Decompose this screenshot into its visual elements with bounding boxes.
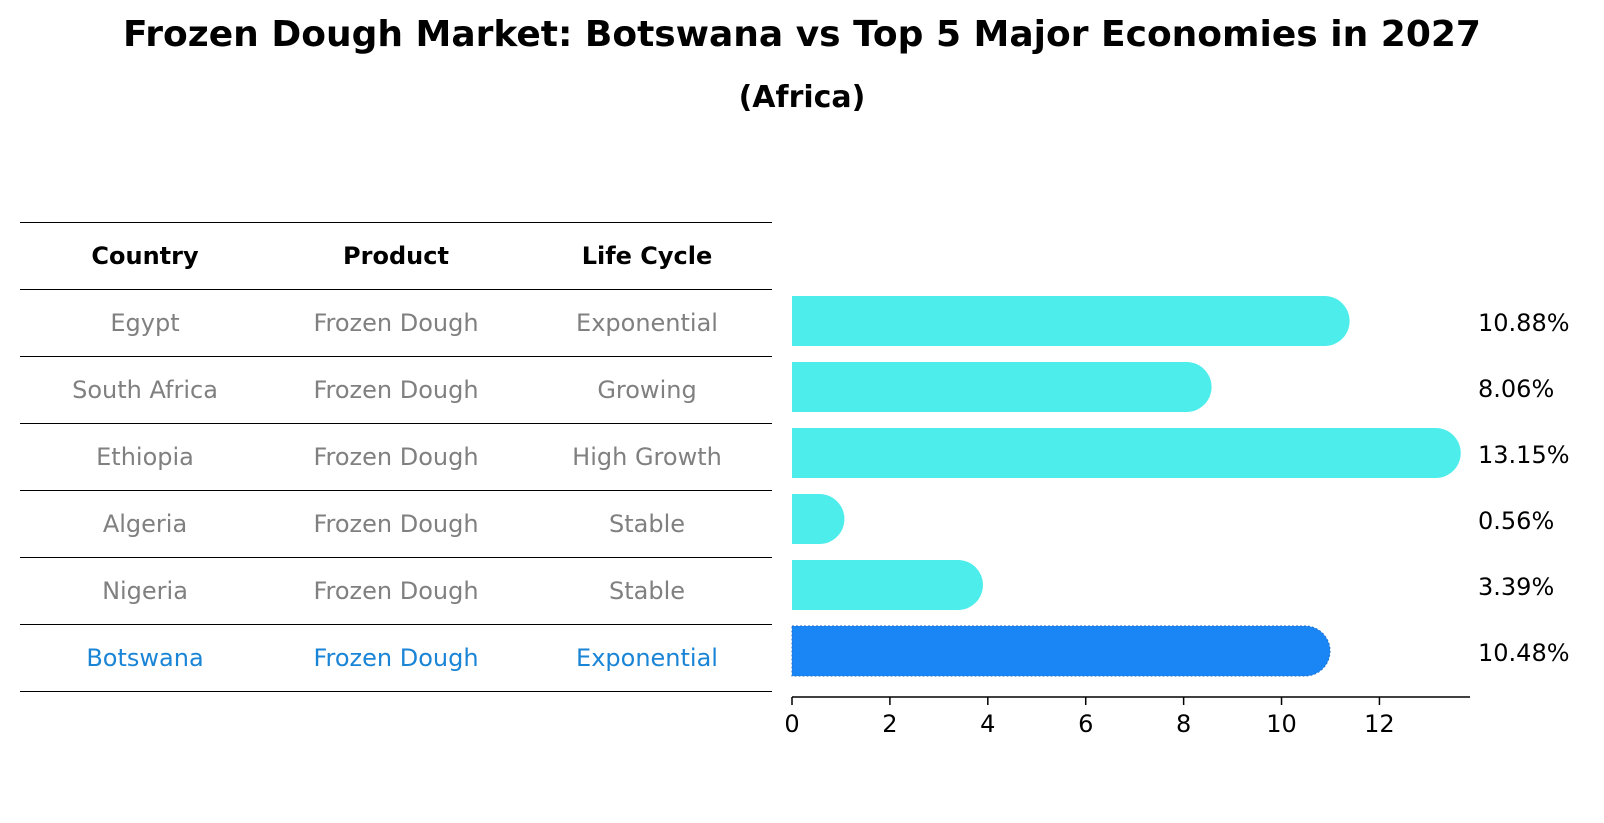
table-row-highlighted: Botswana Frozen Dough Exponential bbox=[20, 624, 772, 692]
cell-life-cycle: High Growth bbox=[572, 443, 722, 471]
value-label: 13.15% bbox=[1478, 441, 1570, 469]
x-tick-label: 8 bbox=[1176, 710, 1191, 738]
cell-life-cycle: Growing bbox=[597, 376, 697, 404]
header-country: Country bbox=[91, 242, 199, 270]
x-tick-label: 6 bbox=[1078, 710, 1093, 738]
bar-nigeria bbox=[792, 560, 983, 610]
cell-product: Frozen Dough bbox=[313, 644, 479, 672]
bar-south-africa bbox=[792, 362, 1212, 412]
cell-country: Algeria bbox=[102, 510, 188, 538]
cell-product: Frozen Dough bbox=[313, 577, 479, 605]
cell-country: Botswana bbox=[86, 644, 204, 672]
cell-life-cycle: Stable bbox=[608, 577, 686, 605]
x-tick-label: 4 bbox=[980, 710, 995, 738]
x-tick-label: 2 bbox=[882, 710, 897, 738]
cell-country: Ethiopia bbox=[96, 443, 194, 471]
cell-life-cycle: Exponential bbox=[576, 309, 718, 337]
country-table: Country Product Life Cycle Egypt Frozen … bbox=[20, 222, 772, 692]
x-tick-label: 0 bbox=[784, 710, 799, 738]
table-row: Ethiopia Frozen Dough High Growth bbox=[20, 423, 772, 490]
value-label: 10.88% bbox=[1478, 309, 1570, 337]
table-row: Nigeria Frozen Dough Stable bbox=[20, 557, 772, 624]
value-label: 8.06% bbox=[1478, 375, 1554, 403]
cell-life-cycle: Exponential bbox=[576, 644, 718, 672]
value-label: 10.48% bbox=[1478, 639, 1570, 667]
table-row: South Africa Frozen Dough Growing bbox=[20, 356, 772, 423]
cell-country: Egypt bbox=[110, 309, 180, 337]
x-tick-label: 12 bbox=[1364, 710, 1395, 738]
cell-country: Nigeria bbox=[102, 577, 188, 605]
cell-product: Frozen Dough bbox=[313, 510, 479, 538]
chart-title: Frozen Dough Market: Botswana vs Top 5 M… bbox=[123, 14, 1481, 55]
table-header-row: Country Product Life Cycle bbox=[20, 222, 772, 289]
value-label: 0.56% bbox=[1478, 507, 1554, 535]
chart-subtitle: (Africa) bbox=[738, 80, 866, 115]
bar-ethiopia bbox=[792, 428, 1461, 478]
cell-country: South Africa bbox=[72, 376, 218, 404]
bar-botswana bbox=[791, 625, 1331, 677]
cell-life-cycle: Stable bbox=[608, 510, 686, 538]
cell-product: Frozen Dough bbox=[313, 443, 479, 471]
x-tick-label: 10 bbox=[1266, 710, 1297, 738]
header-life-cycle: Life Cycle bbox=[581, 242, 713, 270]
bar-egypt bbox=[792, 296, 1350, 346]
table-row: Algeria Frozen Dough Stable bbox=[20, 490, 772, 557]
value-label: 3.39% bbox=[1478, 573, 1554, 601]
header-product: Product bbox=[343, 242, 449, 270]
cell-product: Frozen Dough bbox=[313, 309, 479, 337]
cell-product: Frozen Dough bbox=[313, 376, 479, 404]
table-row: Egypt Frozen Dough Exponential bbox=[20, 289, 772, 356]
bar-algeria bbox=[792, 494, 845, 544]
